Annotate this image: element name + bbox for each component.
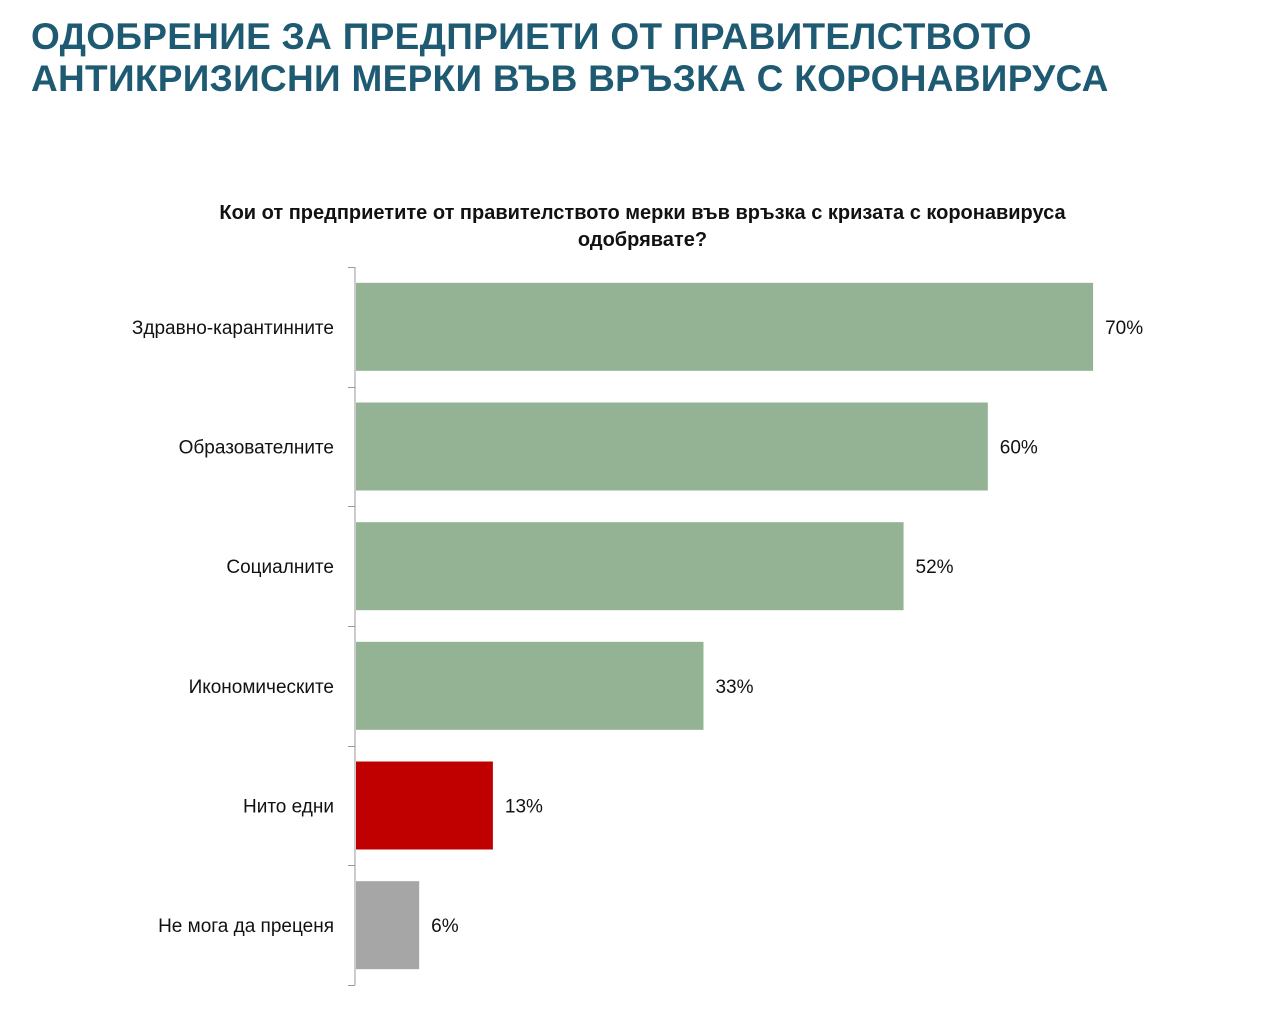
data-label: 13% bbox=[505, 797, 543, 818]
data-label: 60% bbox=[1000, 438, 1038, 459]
data-label: 6% bbox=[431, 916, 459, 937]
data-label: 70% bbox=[1105, 318, 1143, 339]
bar bbox=[356, 522, 904, 611]
bar bbox=[356, 282, 1094, 371]
data-label: 52% bbox=[916, 557, 954, 578]
category-label: Икономическите bbox=[189, 677, 334, 698]
chart-title-line-2: одобрявате? bbox=[577, 229, 708, 251]
data-label: 33% bbox=[715, 677, 753, 698]
slide-title-line-1: ОДОБРЕНИЕ ЗА ПРЕДПРИЕТИ ОТ ПРАВИТЕЛСТВОТ… bbox=[31, 16, 1032, 57]
category-label: Нито едни bbox=[243, 797, 334, 818]
slide-title: ОДОБРЕНИЕ ЗА ПРЕДПРИЕТИ ОТ ПРАВИТЕЛСТВОТ… bbox=[31, 16, 1251, 100]
category-label: Здравно-карантинните bbox=[132, 318, 334, 339]
category-label: Социалните bbox=[226, 557, 334, 578]
bar bbox=[356, 881, 420, 970]
bar bbox=[356, 761, 493, 850]
chart-title: Кои от предприетите от правителството ме… bbox=[150, 200, 1135, 254]
category-label: Не мога да преценя bbox=[158, 916, 334, 937]
bar bbox=[356, 641, 704, 730]
bar bbox=[356, 402, 988, 491]
chart-title-line-1: Кои от предприетите от правителството ме… bbox=[219, 202, 1066, 224]
category-label: Образователните bbox=[179, 438, 334, 459]
slide-title-line-2: АНТИКРИЗИСНИ МЕРКИ ВЪВ ВРЪЗКА С КОРОНАВИ… bbox=[31, 58, 1109, 99]
